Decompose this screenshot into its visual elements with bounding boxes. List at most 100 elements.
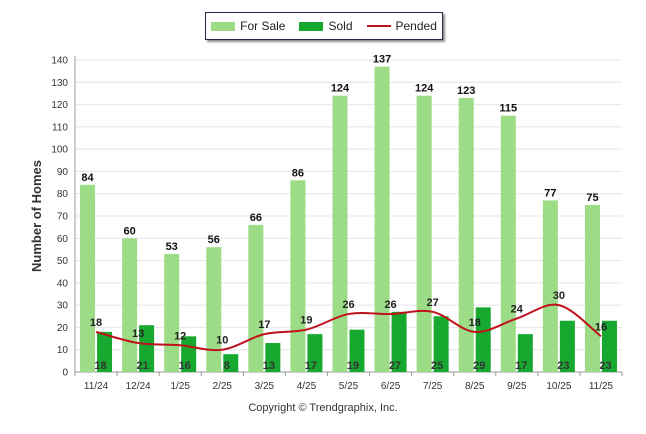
line-pended-label: 30 <box>553 290 565 302</box>
y-tick-label: 70 <box>57 212 69 223</box>
x-tick-label: 8/25 <box>465 381 485 392</box>
bar-sold-label: 27 <box>389 360 401 372</box>
bar-sold <box>223 354 239 372</box>
y-tick-label: 60 <box>57 234 69 245</box>
bar-sold-label: 18 <box>94 360 106 372</box>
bar-for-sale <box>500 115 516 372</box>
bar-sold <box>559 320 575 372</box>
legend-swatch-pended <box>366 25 391 27</box>
bar-for-sale-label: 77 <box>544 187 556 199</box>
bar-sold-label: 16 <box>179 360 191 372</box>
bar-sold <box>391 311 407 372</box>
x-tick-label: 4/25 <box>297 381 317 392</box>
y-tick-label: 100 <box>51 145 68 156</box>
legend-item-for-sale[interactable]: For Sale <box>211 19 285 33</box>
bar-sold <box>97 331 113 372</box>
bar-for-sale <box>164 253 180 372</box>
bar-sold-label: 23 <box>599 360 611 372</box>
legend-label-for-sale: For Sale <box>240 19 286 33</box>
line-pended-label: 17 <box>258 319 270 331</box>
bar-for-sale-label: 56 <box>208 234 220 246</box>
bar-sold-label: 25 <box>431 360 443 372</box>
x-tick-label: 6/25 <box>381 381 401 392</box>
bar-sold-label: 17 <box>305 360 317 372</box>
x-tick-label: 7/25 <box>423 381 443 392</box>
bar-for-sale <box>458 97 474 372</box>
bar-sold-label: 17 <box>515 360 527 372</box>
x-tick-label: 2/25 <box>213 381 233 392</box>
bar-for-sale-label: 60 <box>123 225 135 237</box>
bar-sold <box>265 343 281 372</box>
y-tick-label: 40 <box>57 278 69 289</box>
chart-legend: For Sale Sold Pended <box>205 12 443 40</box>
bar-for-sale <box>416 95 432 373</box>
line-pended-label: 18 <box>469 317 481 329</box>
bar-sold-label: 29 <box>473 360 485 372</box>
bar-for-sale <box>80 184 96 372</box>
y-tick-label: 30 <box>57 301 69 312</box>
bar-for-sale-label: 124 <box>415 83 434 95</box>
x-tick-label: 5/25 <box>339 381 359 392</box>
bar-sold <box>475 307 491 372</box>
x-tick-label: 10/25 <box>546 381 571 392</box>
bar-sold <box>517 334 533 372</box>
line-pended-label: 13 <box>132 328 144 340</box>
bar-sold-label: 23 <box>557 360 569 372</box>
bar-for-sale <box>206 247 222 372</box>
bar-sold <box>349 329 365 372</box>
bar-for-sale-label: 115 <box>499 103 517 115</box>
y-tick-label: 90 <box>57 167 69 178</box>
bar-for-sale <box>122 238 138 372</box>
bar-sold-label: 8 <box>224 360 230 372</box>
x-tick-label: 1/25 <box>170 381 190 392</box>
bar-for-sale <box>248 224 264 372</box>
bar-sold-label: 19 <box>347 360 359 372</box>
y-tick-label: 20 <box>57 323 69 334</box>
y-tick-label: 110 <box>52 122 68 133</box>
bar-for-sale-label: 84 <box>81 172 94 184</box>
bar-sold <box>139 325 155 372</box>
y-tick-label: 140 <box>51 56 68 67</box>
line-pended-label: 19 <box>300 315 312 327</box>
x-tick-label: 3/25 <box>255 381 275 392</box>
x-tick-label: 12/24 <box>126 381 151 392</box>
bar-sold <box>601 320 617 372</box>
y-tick-label: 120 <box>51 100 68 111</box>
line-pended-label: 26 <box>342 299 354 311</box>
bar-for-sale <box>332 95 348 373</box>
bar-for-sale <box>584 204 600 372</box>
bar-sold-label: 21 <box>136 360 148 372</box>
y-tick-label: 130 <box>51 78 68 89</box>
x-tick-label: 9/25 <box>507 381 527 392</box>
legend-label-pended: Pended <box>395 19 437 33</box>
bar-for-sale-label: 66 <box>250 212 262 224</box>
line-pended-label: 24 <box>511 304 524 316</box>
y-axis-title: Number of Homes <box>29 160 44 272</box>
legend-item-sold[interactable]: Sold <box>299 19 353 33</box>
line-pended-label: 12 <box>174 330 186 342</box>
bar-sold <box>433 316 449 372</box>
line-pended <box>95 303 602 352</box>
legend-item-pended[interactable]: Pended <box>366 19 437 33</box>
bar-for-sale-label: 124 <box>331 83 350 95</box>
bar-sold <box>307 334 323 372</box>
bar-for-sale <box>290 180 306 372</box>
line-pended-label: 27 <box>427 297 439 309</box>
y-tick-label: 50 <box>57 256 69 267</box>
copyright-text: Copyright © Trendgraphix, Inc. <box>248 402 398 414</box>
legend-swatch-sold <box>299 21 324 31</box>
line-pended-label: 16 <box>595 321 607 333</box>
bar-for-sale <box>374 66 390 372</box>
x-tick-label: 11/24 <box>84 381 109 392</box>
y-tick-label: 80 <box>57 189 69 200</box>
bar-for-sale <box>542 200 558 372</box>
bar-for-sale-label: 123 <box>457 85 475 97</box>
line-pended-label: 26 <box>384 299 396 311</box>
legend-swatch-for-sale <box>211 21 236 31</box>
bar-for-sale-label: 53 <box>166 241 178 253</box>
y-tick-label: 0 <box>62 368 68 379</box>
y-tick-label: 10 <box>57 345 69 356</box>
bar-for-sale-label: 137 <box>373 54 391 66</box>
bar-for-sale-label: 86 <box>292 167 304 179</box>
